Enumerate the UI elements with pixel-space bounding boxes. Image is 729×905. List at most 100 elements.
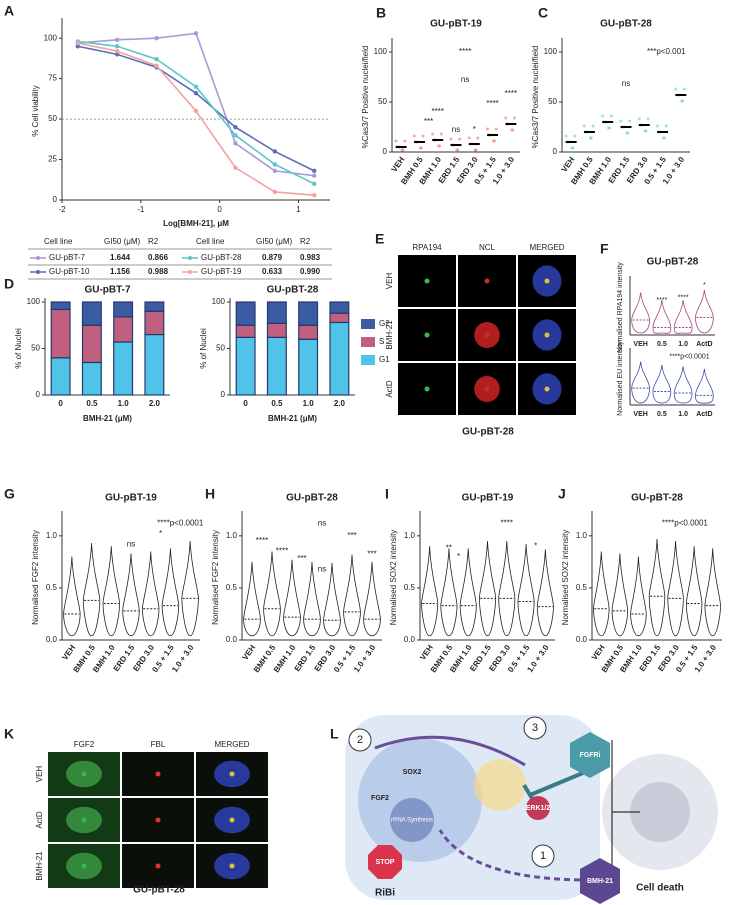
bar-segment: [50, 357, 71, 396]
x-tick-label: 0: [243, 399, 248, 408]
bar-segment: [81, 324, 102, 364]
receptor-glow: [474, 759, 526, 811]
scatter-decoration: [582, 124, 586, 128]
scatter-decoration: [412, 134, 416, 138]
legend-label: S: [379, 337, 384, 346]
data-point: [75, 40, 80, 46]
y-axis-label: Normalised EU intensity: [617, 341, 624, 416]
diagram-label: SOX2: [403, 769, 422, 776]
caption: GU-pBT-28: [462, 427, 514, 438]
scatter-decoration: [683, 87, 687, 91]
annotation: ns: [622, 79, 630, 88]
spot-signal: [229, 863, 235, 869]
x-tick-label: 1.0: [118, 399, 130, 408]
violin-body: [652, 364, 672, 404]
scatter-decoration: [601, 114, 605, 118]
x-tick-label: 1: [296, 205, 301, 214]
y-axis-label: Normalised RPA194 intensity: [617, 262, 624, 353]
bar-segment: [235, 301, 256, 326]
step-circle: [348, 728, 372, 752]
data-point: [193, 84, 199, 89]
diagram-label: Cell death: [636, 883, 684, 894]
panel-letter: I: [385, 486, 389, 502]
annotation: ****p<0.0001: [157, 518, 204, 527]
y-tick-label: 0: [221, 390, 226, 399]
step-number: 3: [532, 722, 538, 734]
x-tick-label: 1.0: [678, 341, 688, 348]
spot-signal: [424, 386, 430, 392]
bar-segment: [144, 310, 165, 336]
x-tick-label: VEH: [60, 643, 77, 662]
violin-body: [161, 548, 180, 637]
legend-marker: [36, 256, 40, 260]
chart-title: GU-pBT-7: [84, 285, 131, 296]
x-axis-label: BMH-21 (μM): [268, 414, 317, 423]
scatter-decoration: [608, 126, 612, 130]
bar-segment: [81, 361, 102, 396]
y-tick-label: 100: [212, 297, 226, 306]
bar-segment: [235, 324, 256, 338]
annotation: *: [159, 529, 162, 538]
data-point: [233, 165, 238, 170]
violin-body: [478, 541, 497, 637]
annotation: ***p<0.001: [647, 47, 686, 56]
scatter-decoration: [492, 139, 496, 143]
legend-label: GU-pBT-7: [49, 253, 86, 262]
diagram-label: FGFRi: [580, 752, 601, 759]
x-tick-label: 0.5: [271, 399, 283, 408]
annotation: ns: [461, 75, 469, 84]
y-tick-label: 0.0: [404, 635, 416, 644]
data-point: [193, 108, 199, 114]
data-point: [154, 63, 159, 68]
violin-body: [323, 562, 341, 637]
y-tick-label: 0: [383, 147, 388, 156]
scatter-decoration: [476, 136, 480, 140]
annotation: ****: [276, 547, 288, 556]
violin-body: [102, 546, 120, 637]
bar-segment: [50, 308, 71, 359]
x-tick-label: 2.0: [334, 399, 346, 408]
row-label: BMH-21: [35, 851, 44, 881]
y-axis-label: Normalised FGF2 intensity: [31, 530, 40, 625]
spot-signal: [229, 771, 235, 777]
x-tick-label: VEH: [560, 155, 577, 174]
bar-segment: [298, 338, 319, 396]
table-cell: 1.644: [110, 253, 131, 262]
step-circle: [523, 716, 547, 740]
row-label: BMH-21: [385, 320, 394, 350]
panel-letter: K: [4, 726, 14, 742]
spot-signal: [81, 863, 87, 869]
table-header: Cell line: [44, 237, 73, 246]
y-tick-label: 0: [53, 195, 58, 204]
annotation: ns: [318, 518, 326, 527]
violin-body: [283, 559, 301, 637]
violin-body: [631, 361, 650, 404]
bar-segment: [144, 333, 165, 396]
panel-letter: F: [600, 241, 609, 257]
table-header: Cell line: [196, 237, 225, 246]
legend-label: GU-pBT-28: [201, 253, 242, 262]
scatter-decoration: [394, 139, 398, 143]
data-point: [272, 149, 278, 154]
y-tick-label: 1.0: [404, 531, 416, 540]
bar-segment: [266, 301, 287, 324]
diagram-label: BMH-21: [587, 878, 613, 885]
annotation: ****: [678, 294, 689, 301]
y-tick-label: 25: [48, 155, 57, 164]
chart-title: GU-pBT-19: [462, 493, 514, 504]
column-label: RPA194: [412, 243, 442, 252]
scatter-decoration: [564, 134, 568, 138]
annotation: **: [446, 543, 452, 552]
legend-label: G1: [379, 355, 390, 364]
violin-body: [593, 551, 610, 637]
violin-body: [517, 544, 535, 637]
column-label: MERGED: [529, 243, 564, 252]
scatter-decoration: [456, 148, 460, 152]
bar-segment: [113, 316, 134, 343]
annotation: ****: [431, 107, 443, 116]
arrow-1: [438, 829, 591, 882]
annotation: ****: [656, 297, 667, 304]
scatter-decoration: [494, 127, 498, 131]
spot-signal: [544, 278, 550, 284]
bar-segment: [144, 301, 165, 312]
